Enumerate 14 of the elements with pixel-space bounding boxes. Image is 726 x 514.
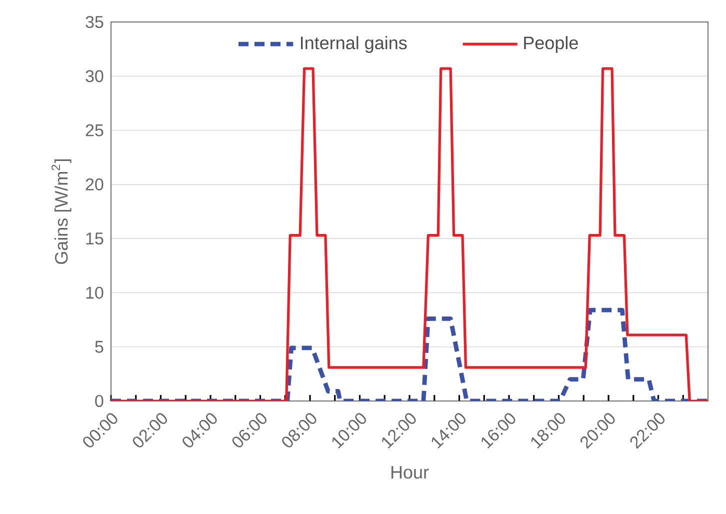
y-tick-label: 5 — [95, 340, 104, 353]
line-series — [111, 67, 708, 401]
y-tick-label: 25 — [86, 124, 104, 136]
y-tick-label: 10 — [86, 286, 104, 299]
legend-label: Internal gains — [301, 36, 407, 53]
y-tick-label: 20 — [86, 178, 104, 190]
x-axis-title: Hour — [391, 466, 429, 479]
y-tick-label: 30 — [86, 70, 104, 82]
line-series — [111, 308, 708, 401]
y-axis-title: Gains [W/m$^{2}$] — [52, 159, 72, 264]
y-tick-label: 15 — [86, 232, 104, 244]
legend-label: People — [524, 36, 578, 53]
y-tick-label: 35 — [86, 16, 104, 28]
y-tick-label: 0 — [95, 394, 104, 408]
